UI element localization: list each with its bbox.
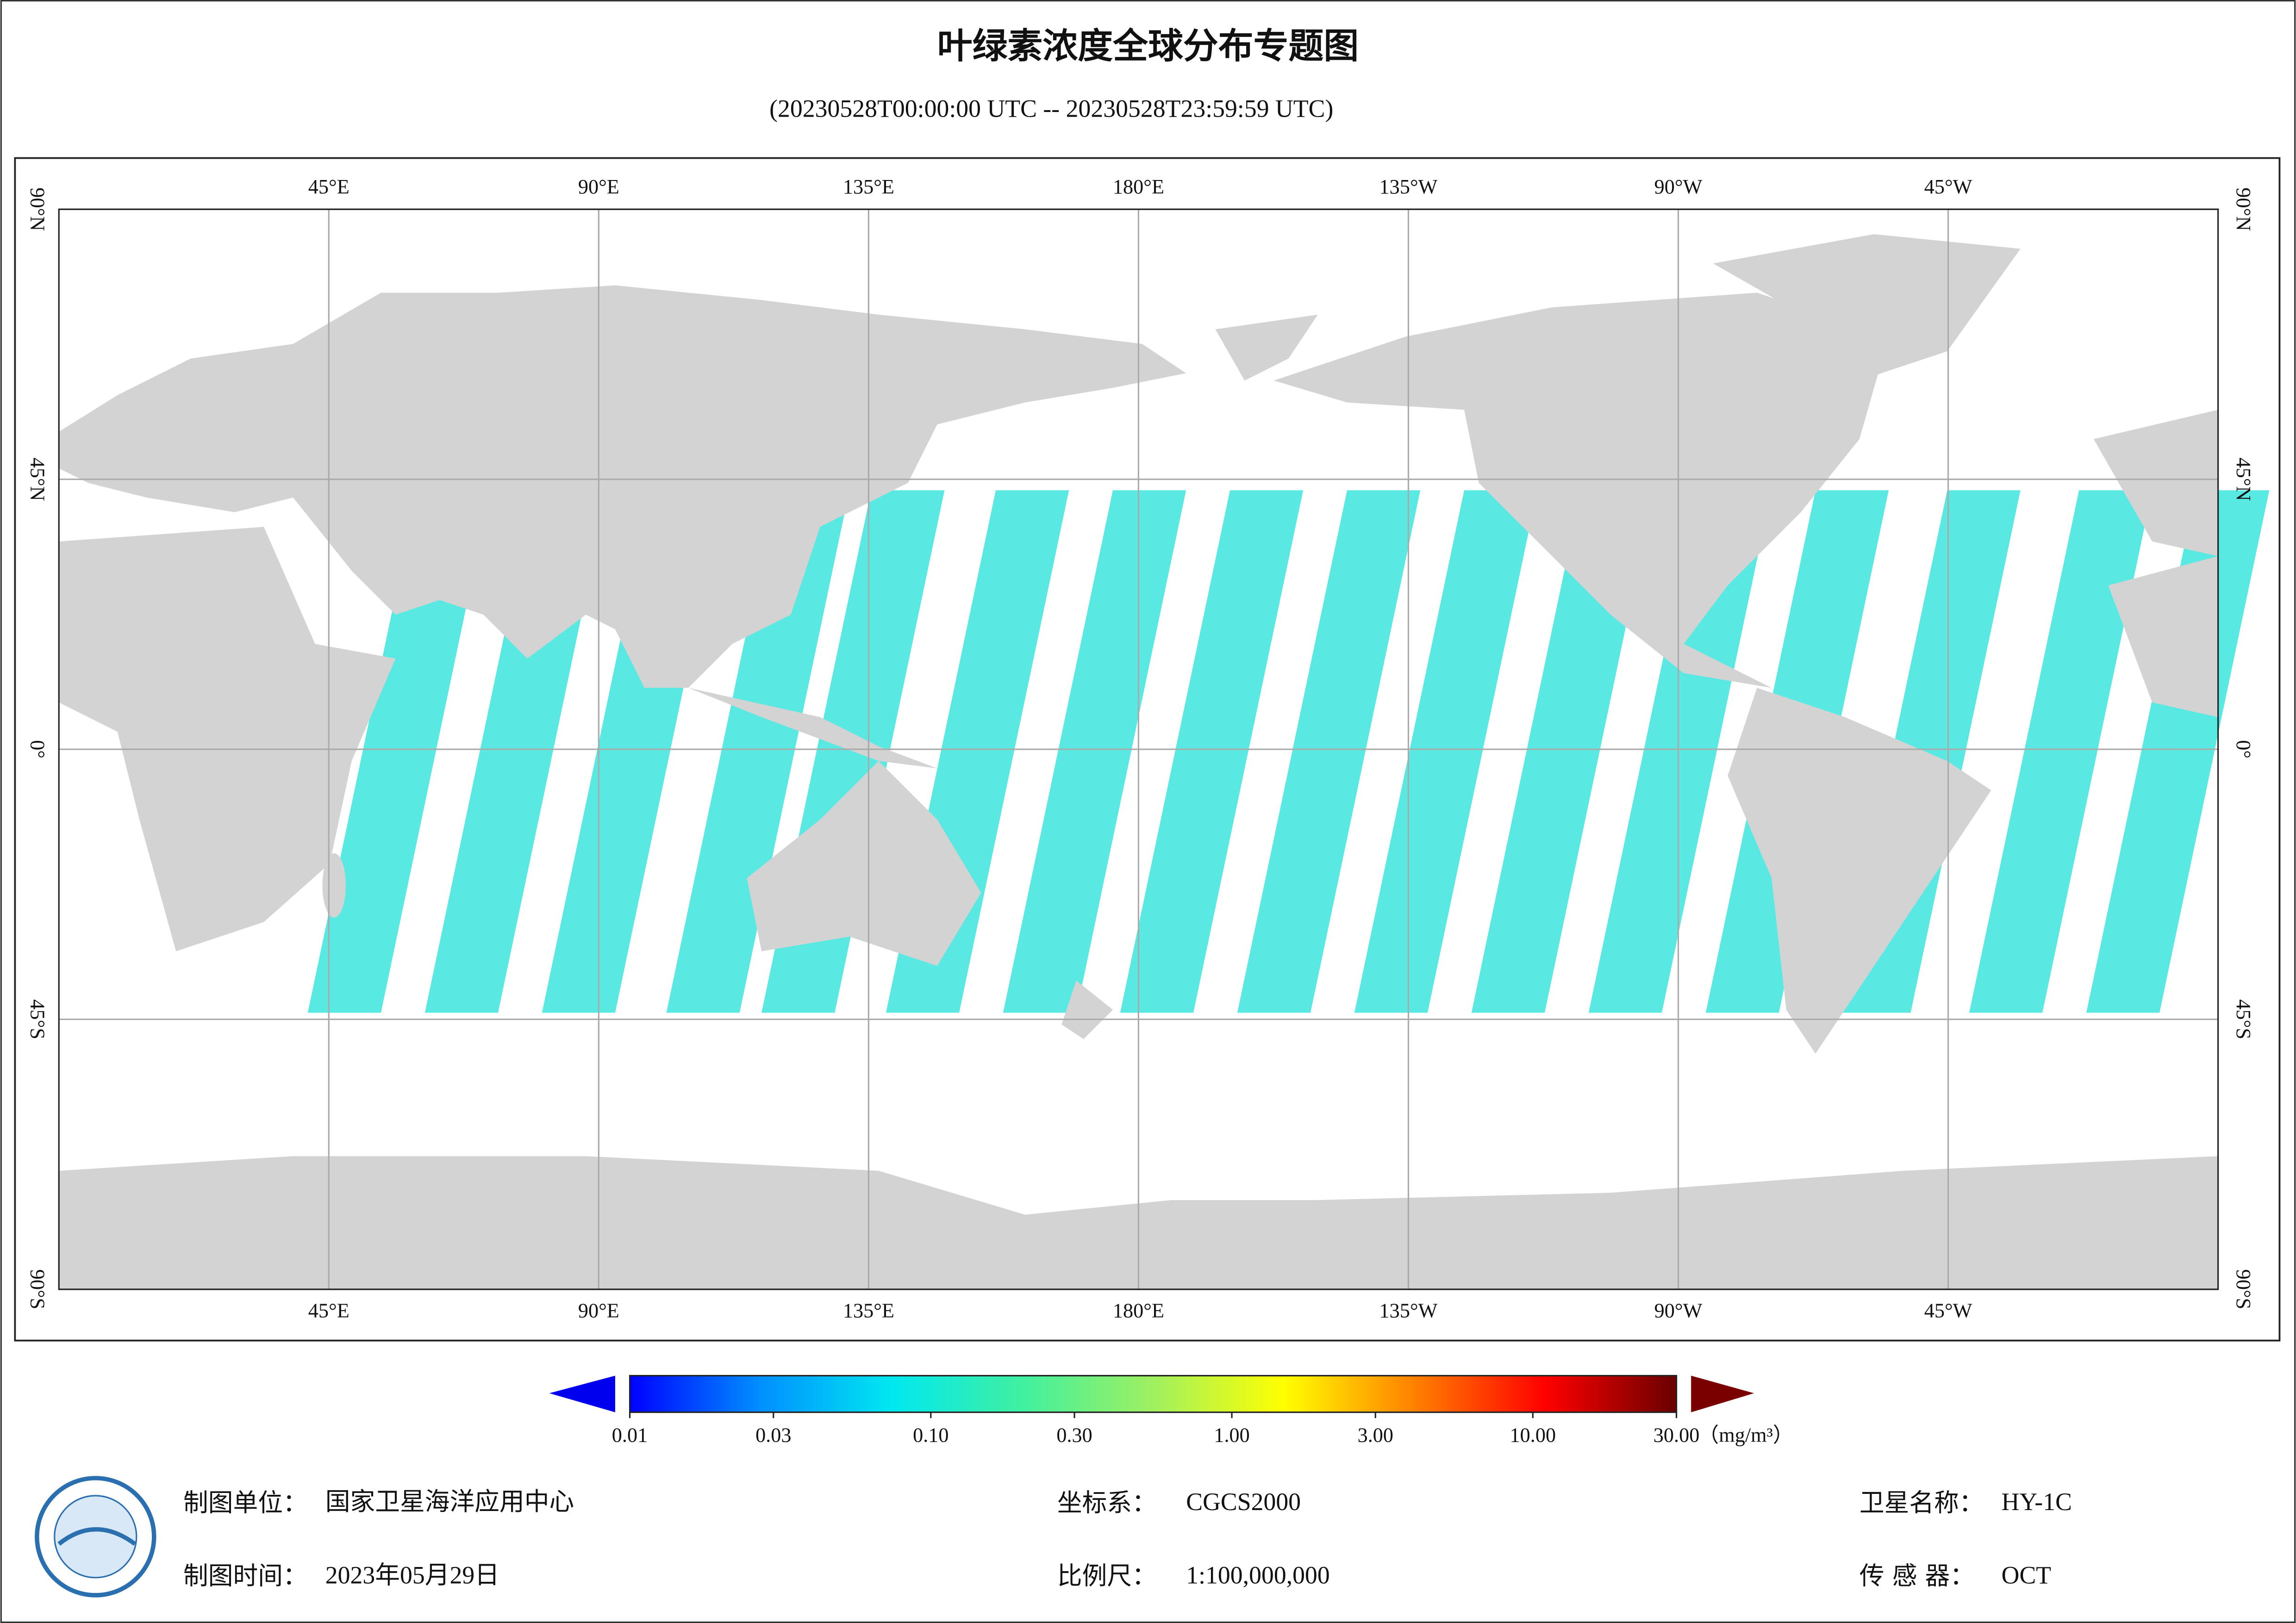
- lon-label: 90°E: [578, 175, 619, 198]
- logo-wave: [57, 1527, 137, 1546]
- eurasia-east: [1215, 314, 1318, 381]
- colorbar-unit: （mg/m³）: [1698, 1424, 1793, 1447]
- lon-label: 45°W: [1924, 175, 1972, 198]
- footer-label: 传 感 器：: [1859, 1561, 1975, 1591]
- footer-label: 卫星名称：: [1859, 1488, 1984, 1517]
- map: [58, 208, 2270, 1290]
- lat-label: 45°N: [2232, 458, 2255, 501]
- lon-label: 135°W: [1379, 1300, 1438, 1322]
- lat-label: 90°N: [26, 187, 49, 231]
- footer-value: 1:100,000,000: [1186, 1561, 1330, 1589]
- subtitle: (20230528T00:00:00 UTC -- 20230528T23:59…: [769, 95, 1333, 123]
- swath: [2086, 490, 2270, 1013]
- swath: [1588, 490, 1772, 1013]
- swath: [1354, 490, 1538, 1013]
- lat-label: 90°S: [2232, 1269, 2255, 1310]
- lat-label: 45°S: [26, 999, 49, 1039]
- footer-value: 2023年05月29日: [325, 1561, 499, 1589]
- eurasia: [59, 285, 1186, 688]
- swath: [1003, 490, 1186, 1013]
- new-zealand: [1061, 980, 1113, 1039]
- greenland: [1713, 234, 2021, 381]
- colorbar-ticks: 0.01 0.03 0.10 0.30 1.00 3.00 10.00 30.00: [612, 1412, 1700, 1447]
- map-border: [58, 208, 2219, 1290]
- swath: [1471, 490, 1655, 1013]
- swath: [1969, 490, 2152, 1013]
- lat-label: 90°N: [2232, 187, 2255, 231]
- colorbar-tick-label: 1.00: [1214, 1424, 1249, 1447]
- footer-value: 国家卫星海洋应用中心: [325, 1488, 574, 1516]
- lon-label: 45°W: [1924, 1300, 1972, 1322]
- colorbar-arrow-low: [549, 1375, 615, 1412]
- colorbar-tick-label: 10.00: [1510, 1424, 1556, 1447]
- indonesia: [688, 688, 937, 769]
- australia: [747, 761, 981, 966]
- lon-label: 180°E: [1113, 1300, 1164, 1322]
- lat-label: 45°S: [2232, 999, 2255, 1039]
- lat-label: 90°S: [26, 1269, 49, 1310]
- colorbar-arrow-high: [1691, 1375, 1754, 1412]
- lat-label: 45°N: [26, 458, 49, 501]
- swath: [1120, 490, 1304, 1013]
- lon-label: 180°E: [1113, 175, 1164, 198]
- lon-label: 45°E: [308, 175, 349, 198]
- map-frame: [14, 157, 2281, 1342]
- footer-value: HY-1C: [2002, 1488, 2072, 1516]
- footer-label: 制图时间：: [183, 1561, 308, 1591]
- lon-label: 90°W: [1654, 1300, 1703, 1322]
- colorbar-tick-label: 3.00: [1358, 1424, 1393, 1447]
- lon-label: 45°E: [308, 1300, 349, 1322]
- lon-label: 90°W: [1654, 175, 1703, 198]
- lat-label: 0°: [26, 740, 49, 759]
- logo: [35, 1476, 156, 1598]
- lon-label: 135°E: [843, 1300, 894, 1322]
- africa: [59, 527, 396, 951]
- africa-west: [2108, 556, 2218, 717]
- swath: [307, 490, 491, 1013]
- lon-label: 90°E: [578, 1300, 619, 1322]
- lon-label: 135°W: [1379, 175, 1438, 198]
- colorbar-tick-label: 30.00: [1653, 1424, 1700, 1447]
- logo-ring: [35, 1476, 156, 1598]
- footer-label: 比例尺：: [1057, 1561, 1157, 1591]
- colorbar-tick-label: 0.03: [755, 1424, 791, 1447]
- logo-globe: [54, 1495, 137, 1579]
- swath: [666, 490, 849, 1013]
- colorbar-tick-label: 0.10: [913, 1424, 948, 1447]
- title: 叶绿素浓度全球分布专题图: [937, 25, 1359, 66]
- footer-value: CGCS2000: [1186, 1488, 1301, 1516]
- footer-label: 制图单位：: [183, 1488, 308, 1517]
- footer-value: OCT: [2002, 1561, 2052, 1589]
- europe-west: [2093, 410, 2218, 556]
- colorbar-tick-label: 0.30: [1056, 1424, 1092, 1447]
- south-america: [1728, 688, 1991, 1054]
- colorbar-tick-label: 0.01: [612, 1424, 648, 1447]
- north-america: [1273, 292, 1889, 688]
- lat-label: 0°: [2232, 740, 2255, 759]
- swath: [1237, 490, 1421, 1013]
- colorbar: [629, 1374, 1678, 1413]
- lon-label: 135°E: [843, 175, 894, 198]
- footer-label: 坐标系：: [1057, 1488, 1157, 1517]
- madagascar: [322, 853, 346, 918]
